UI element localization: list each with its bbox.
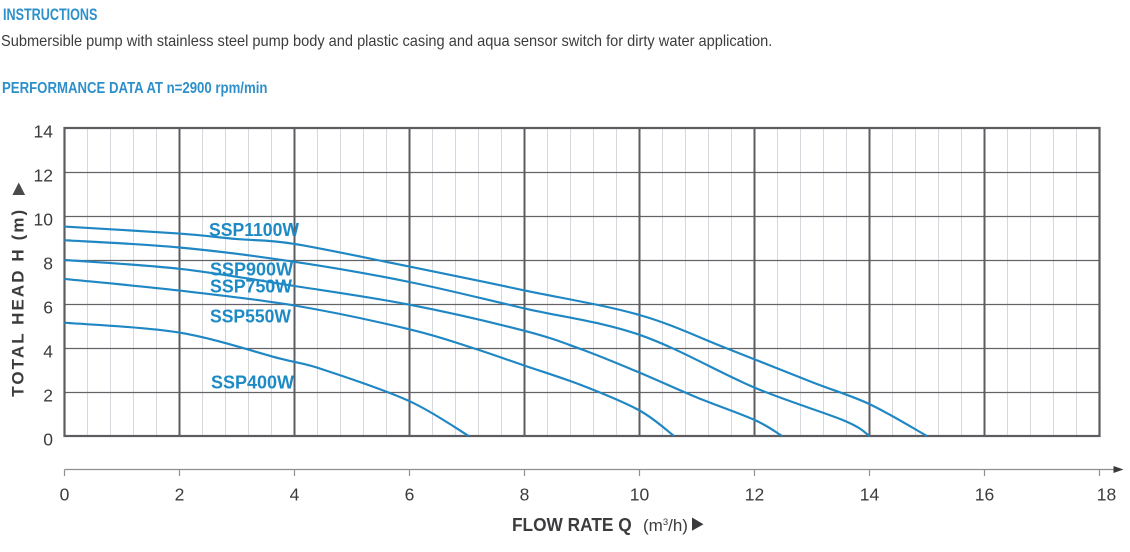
svg-text:18: 18 — [1097, 485, 1116, 505]
svg-text:0: 0 — [60, 485, 70, 505]
svg-text:4: 4 — [43, 341, 53, 361]
svg-text:10: 10 — [34, 209, 54, 229]
svg-text:6: 6 — [405, 485, 415, 505]
svg-text:TOTAL HEAD H (m): TOTAL HEAD H (m) — [8, 210, 27, 397]
svg-text:SSP1100W: SSP1100W — [209, 219, 300, 240]
svg-text:14: 14 — [34, 121, 54, 141]
svg-text:4: 4 — [290, 485, 300, 505]
svg-text:FLOW RATE Q: FLOW RATE Q — [512, 515, 632, 535]
svg-text:2: 2 — [43, 385, 53, 405]
svg-text:2: 2 — [175, 485, 185, 505]
svg-text:10: 10 — [630, 485, 650, 505]
svg-text:6: 6 — [43, 297, 53, 317]
svg-text:SSP550W: SSP550W — [210, 306, 291, 327]
svg-text:0: 0 — [43, 429, 53, 449]
svg-text:8: 8 — [43, 253, 53, 273]
svg-text:8: 8 — [520, 485, 530, 505]
svg-text:SSP900W: SSP900W — [210, 259, 294, 280]
svg-text:16: 16 — [975, 485, 994, 505]
svg-text:12: 12 — [745, 485, 764, 505]
svg-text:SSP750W: SSP750W — [210, 276, 293, 297]
svg-text:12: 12 — [34, 165, 53, 185]
svg-text:14: 14 — [860, 485, 880, 505]
svg-text:SSP400W: SSP400W — [211, 372, 295, 393]
svg-text:(m3/h): (m3/h) — [643, 516, 688, 535]
